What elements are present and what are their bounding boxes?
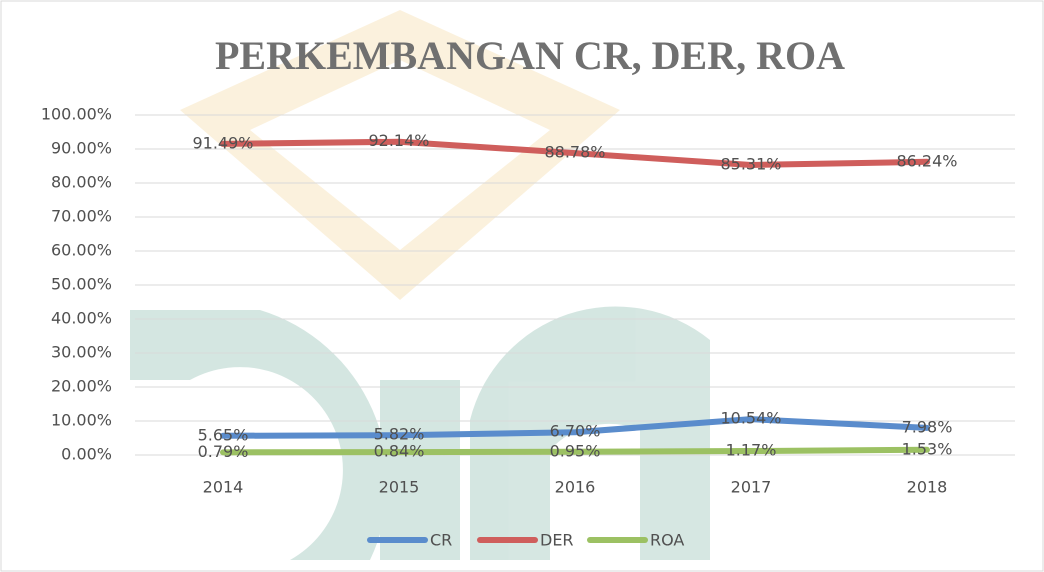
x-tick-label: 2016	[555, 478, 596, 497]
y-tick-label: 40.00%	[51, 309, 112, 328]
x-tick-label: 2017	[731, 478, 772, 497]
y-tick-label: 30.00%	[51, 343, 112, 362]
legend-label: CR	[430, 531, 452, 550]
data-label: 0.95%	[550, 441, 601, 460]
data-label: 0.79%	[198, 442, 249, 461]
data-label: 7.98%	[902, 417, 953, 436]
x-tick-label: 2018	[907, 478, 948, 497]
y-tick-label: 70.00%	[51, 207, 112, 226]
x-tick-label: 2014	[203, 478, 244, 497]
data-label: 86.24%	[896, 151, 957, 170]
legend-label: DER	[540, 531, 574, 550]
legend-label: ROA	[650, 531, 684, 550]
data-label: 10.54%	[720, 409, 781, 428]
data-label: 6.70%	[550, 422, 601, 441]
chart: PERKEMBANGAN CR, DER, ROA 0.00% 10.00% 20.…	[0, 0, 1044, 572]
y-tick-label: 100.00%	[41, 105, 112, 124]
data-label: 91.49%	[192, 133, 253, 152]
data-label: 85.31%	[720, 154, 781, 173]
y-tick-label: 0.00%	[61, 445, 112, 464]
y-tick-label: 90.00%	[51, 139, 112, 158]
y-tick-label: 50.00%	[51, 275, 112, 294]
x-tick-label: 2015	[379, 478, 420, 497]
y-tick-label: 80.00%	[51, 173, 112, 192]
data-label: 88.78%	[544, 143, 605, 162]
data-label: 0.84%	[374, 442, 425, 461]
y-tick-label: 10.00%	[51, 411, 112, 430]
data-label: 1.17%	[726, 441, 777, 460]
y-tick-label: 60.00%	[51, 241, 112, 260]
y-tick-label: 20.00%	[51, 377, 112, 396]
chart-title: PERKEMBANGAN CR, DER, ROA	[215, 33, 845, 78]
data-label: 92.14%	[368, 131, 429, 150]
data-label: 1.53%	[902, 439, 953, 458]
